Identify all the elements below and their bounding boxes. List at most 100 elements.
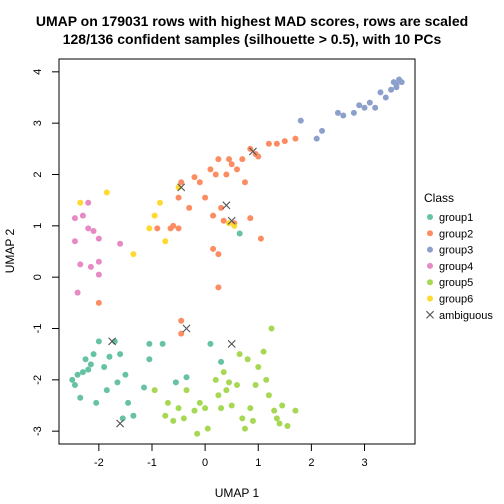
point-group2	[241, 179, 248, 186]
x-tick-label: -2	[94, 457, 104, 469]
point-group5	[265, 392, 272, 399]
data-points	[69, 76, 405, 437]
point-ambiguous	[248, 147, 257, 156]
point-group5	[236, 351, 243, 358]
point-group5	[239, 415, 246, 422]
legend-marker-group5	[427, 279, 433, 286]
point-group4	[85, 225, 92, 232]
point-group5	[249, 417, 256, 424]
point-group3	[372, 104, 379, 111]
legend-label-group2: group2	[439, 228, 473, 240]
point-group5	[215, 392, 222, 399]
point-group5	[164, 399, 171, 406]
legend-marker-group1	[427, 214, 433, 220]
point-group5	[252, 381, 259, 388]
point-group2	[228, 161, 235, 168]
point-ambiguous	[227, 339, 236, 348]
point-group2	[210, 212, 217, 219]
point-group4	[85, 199, 92, 206]
point-group3	[334, 109, 341, 116]
point-group5	[151, 387, 158, 394]
y-tick-label: 2	[32, 171, 44, 177]
chart-subtitle: 128/136 confident samples (silhouette > …	[63, 31, 442, 47]
point-group1	[141, 384, 148, 391]
point-group2	[265, 140, 272, 147]
point-ambiguous	[108, 337, 117, 346]
point-group2	[234, 166, 240, 173]
point-group5	[247, 405, 254, 412]
point-group1	[71, 381, 78, 388]
point-group6	[130, 251, 137, 258]
point-group5	[271, 407, 278, 414]
y-tick-label: 1	[32, 223, 44, 229]
point-group1	[125, 399, 132, 406]
legend-marker-group3	[427, 246, 433, 253]
point-group4	[71, 238, 78, 245]
legend-label-group4: group4	[439, 261, 473, 273]
legend-label-group6: group6	[439, 294, 473, 306]
legend-marker-group2	[427, 230, 433, 237]
x-tick-label: 1	[255, 457, 261, 469]
point-group3	[393, 84, 400, 91]
y-tick-label: -3	[32, 426, 44, 436]
legend-marker-group4	[427, 262, 433, 269]
y-axis: -3 -2 -1 0 1 2 3 4	[32, 69, 60, 436]
point-group3	[313, 135, 320, 142]
point-group5	[276, 420, 283, 427]
point-group5	[218, 405, 225, 412]
legend-label-group3: group3	[439, 245, 473, 257]
legend: Class group1 group2 group3 group4 group5 grou…	[424, 191, 493, 322]
point-group2	[220, 217, 227, 224]
point-group3	[398, 79, 405, 86]
x-tick-label: -1	[147, 457, 157, 469]
point-group4	[74, 289, 81, 296]
chart-title: UMAP on 179031 rows with highest MAD sco…	[36, 13, 468, 29]
point-group1	[77, 394, 84, 401]
point-group5	[183, 387, 190, 394]
point-group5	[292, 407, 299, 414]
point-group4	[95, 235, 102, 242]
point-group5	[244, 356, 251, 363]
point-group1	[79, 369, 86, 376]
point-group5	[228, 402, 235, 409]
legend-label-group1: group1	[439, 212, 473, 224]
point-group2	[215, 251, 222, 258]
point-group5	[196, 399, 203, 406]
point-group1	[172, 379, 179, 386]
y-tick-label: -2	[32, 375, 44, 385]
point-group2	[178, 179, 185, 186]
point-ambiguous	[227, 216, 236, 225]
point-group2	[210, 245, 217, 252]
point-group1	[117, 351, 124, 358]
point-group2	[154, 225, 161, 232]
point-group4	[77, 261, 84, 268]
point-group5	[226, 379, 233, 386]
point-group1	[82, 356, 89, 363]
point-group2	[207, 166, 214, 173]
point-group2	[170, 222, 177, 229]
point-group5	[202, 405, 209, 412]
point-group2	[196, 179, 203, 186]
point-group5	[223, 387, 230, 394]
point-group3	[350, 109, 357, 116]
point-group2	[202, 194, 209, 201]
point-group1	[69, 376, 76, 383]
point-group5	[170, 417, 177, 424]
y-tick-label: 3	[32, 120, 44, 126]
point-group4	[87, 263, 94, 270]
y-tick-label: -1	[32, 324, 44, 334]
point-group6	[77, 199, 84, 206]
point-group1	[146, 340, 153, 347]
point-group2	[212, 171, 219, 178]
point-group5	[279, 402, 286, 409]
point-group5	[180, 415, 187, 422]
point-group6	[103, 189, 110, 196]
point-group3	[382, 94, 389, 101]
point-group1	[130, 412, 137, 419]
point-group6	[231, 222, 238, 229]
point-group5	[263, 376, 270, 383]
point-group2	[215, 156, 222, 163]
point-group5	[260, 348, 267, 355]
point-group6	[156, 199, 163, 206]
